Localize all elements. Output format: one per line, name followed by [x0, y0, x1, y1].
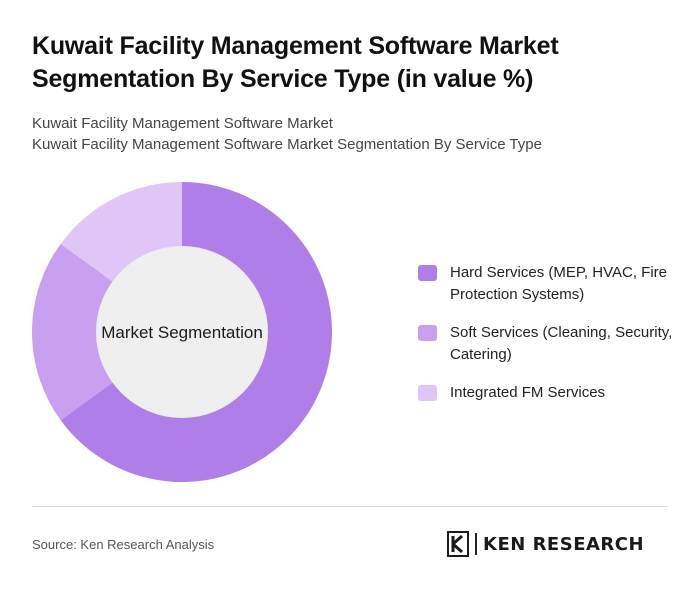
footer-divider	[32, 506, 668, 507]
legend-item-hard-services: Hard Services (MEP, HVAC, Fire Protectio…	[418, 262, 688, 306]
legend-swatch	[418, 385, 437, 401]
legend-label: Hard Services (MEP, HVAC, Fire Protectio…	[450, 264, 667, 303]
chart-subtitle: Kuwait Facility Management Software Mark…	[32, 113, 672, 155]
logo-text: KEN RESEARCH	[483, 533, 645, 555]
subtitle-line-2: Kuwait Facility Management Software Mark…	[32, 136, 542, 153]
donut-chart: Market Segmentation	[31, 182, 333, 483]
subtitle-line-1: Kuwait Facility Management Software Mark…	[32, 115, 333, 132]
source-note: Source: Ken Research Analysis	[32, 537, 215, 552]
donut-hole	[96, 246, 268, 418]
legend-swatch	[418, 265, 437, 281]
ken-research-logo-icon	[447, 531, 469, 557]
legend-item-integrated-fm: Integrated FM Services	[418, 382, 688, 404]
legend-item-soft-services: Soft Services (Cleaning, Security, Cater…	[418, 322, 688, 366]
legend-label: Soft Services (Cleaning, Security, Cater…	[450, 324, 673, 363]
donut-center-label: Market Segmentation	[101, 323, 263, 342]
legend-label: Integrated FM Services	[450, 384, 606, 401]
chart-title: Kuwait Facility Management Software Mark…	[32, 32, 559, 93]
logo-separator	[475, 533, 477, 555]
ken-research-logo: KEN RESEARCH	[447, 530, 644, 558]
chart-legend: Hard Services (MEP, HVAC, Fire Protectio…	[418, 262, 688, 404]
legend-swatch	[418, 325, 437, 341]
